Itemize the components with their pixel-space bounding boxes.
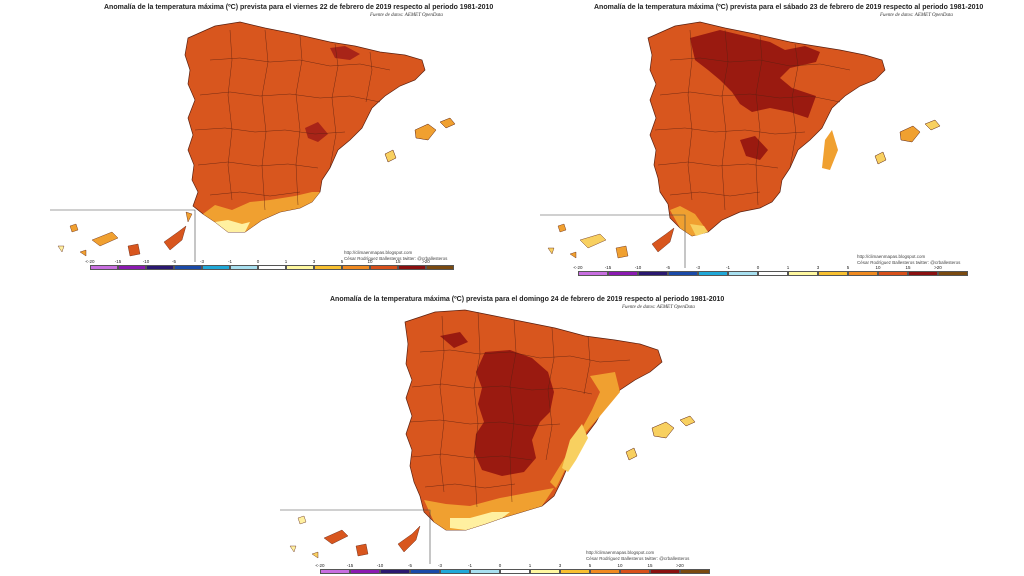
province-borders <box>654 29 851 211</box>
legend-tick: 0 <box>498 563 502 568</box>
legend-tick: >20 <box>676 563 684 568</box>
balearic-islands <box>625 415 696 461</box>
legend-tick: -10 <box>376 563 384 568</box>
legend-ticks: <-20 -15 -10 -5 -3 -1 0 1 3 5 10 15 >20 <box>305 563 695 568</box>
legend-swatch <box>230 265 258 270</box>
legend-swatch <box>314 265 342 270</box>
color-legend <box>320 569 710 574</box>
legend-tick: <-20 <box>573 265 583 270</box>
map-title: Anomalía de la temperatura máxima (ºC) p… <box>594 4 984 11</box>
legend-tick: 1 <box>528 563 532 568</box>
legend-tick: -5 <box>665 265 670 270</box>
legend-swatch <box>370 265 398 270</box>
map-title: Anomalía de la temperatura máxima (ºC) p… <box>330 296 725 303</box>
credit-url: http://climaenmapas.blogspot.com <box>857 254 926 259</box>
legend-swatch <box>174 265 202 270</box>
canary-inset <box>540 214 686 268</box>
legend-tick: -5 <box>407 563 412 568</box>
canary-inset <box>280 509 431 564</box>
north-central-hot <box>690 30 820 118</box>
legend-tick: 0 <box>756 265 760 270</box>
credit-url: http://climaenmapas.blogspot.com <box>586 550 655 555</box>
credit-author: César Rodríguez Ballesteros twitter: @cr… <box>586 556 690 561</box>
data-source: Fuente de datos: AEMET OpenData <box>370 13 443 18</box>
north-hot-patch <box>440 332 468 348</box>
legend-tick: 10 <box>367 259 373 264</box>
legend-swatch <box>146 265 174 270</box>
legend-tick: -15 <box>114 259 122 264</box>
legend-tick: 5 <box>588 563 592 568</box>
legend-swatch <box>202 265 230 270</box>
balearic-islands <box>384 117 456 163</box>
color-legend <box>578 271 968 276</box>
central-hot <box>474 350 554 476</box>
legend-tick: 5 <box>846 265 850 270</box>
data-source: Fuente de datos: AEMET OpenData <box>622 305 695 310</box>
map-panel-sunday: Anomalía de la temperatura máxima (ºC) p… <box>270 292 750 576</box>
province-borders <box>409 311 631 508</box>
legend-tick: -15 <box>346 563 354 568</box>
legend-tick: 15 <box>395 259 401 264</box>
legend-swatch <box>258 265 286 270</box>
legend-tick: -1 <box>227 259 232 264</box>
legend-tick: 3 <box>312 259 316 264</box>
legend-tick: 3 <box>558 563 562 568</box>
legend-tick: >20 <box>422 259 430 264</box>
map-panel-friday: Anomalía de la temperatura máxima (ºC) p… <box>0 0 493 280</box>
map-panel-saturday: Anomalía de la temperatura máxima (ºC) p… <box>520 0 1020 285</box>
legend-swatch <box>426 265 454 270</box>
legend-ticks: <-20 -15 -10 -5 -3 -1 0 1 3 5 10 15 >20 <box>563 265 953 270</box>
legend-tick: 15 <box>905 265 911 270</box>
north-hot-spot <box>330 46 360 60</box>
south-coast-pale <box>450 512 510 530</box>
credit-author: César Rodríguez Ballesteros twitter: @cr… <box>344 256 448 261</box>
legend-tick: 3 <box>816 265 820 270</box>
south-coast-pale <box>690 224 708 236</box>
legend-tick: 15 <box>647 563 653 568</box>
center-hot-patch <box>740 136 768 160</box>
legend-tick: 1 <box>786 265 790 270</box>
legend-tick: -10 <box>634 265 642 270</box>
legend-tick: -3 <box>695 265 700 270</box>
canary-inset <box>50 209 196 262</box>
legend-tick: -15 <box>604 265 612 270</box>
legend-swatch <box>90 265 118 270</box>
peninsula <box>647 21 886 237</box>
spain-map <box>280 309 696 564</box>
legend-tick: 5 <box>340 259 344 264</box>
center-hot-spot <box>305 122 328 142</box>
balearic-islands <box>874 119 941 165</box>
credit-url: http://climaenmapas.blogspot.com <box>344 250 413 255</box>
legend-ticks: <-20 -15 -10 -5 -3 -1 0 1 3 5 10 15 >20 <box>76 259 440 264</box>
legend-tick: >20 <box>934 265 942 270</box>
legend-tick: 10 <box>617 563 623 568</box>
legend-swatch <box>118 265 146 270</box>
legend-tick: 0 <box>256 259 260 264</box>
legend-tick: -10 <box>142 259 150 264</box>
legend-tick: -3 <box>437 563 442 568</box>
legend-tick: <-20 <box>85 259 95 264</box>
legend-tick: <-20 <box>315 563 325 568</box>
legend-swatch <box>342 265 370 270</box>
south-coast-pale <box>215 220 250 232</box>
credit-author: César Rodríguez Ballesteros twitter: @cr… <box>857 260 961 265</box>
legend-swatch <box>398 265 426 270</box>
legend-swatch <box>286 265 314 270</box>
legend-tick: -3 <box>199 259 204 264</box>
province-borders <box>194 29 391 211</box>
legend-tick: -1 <box>725 265 730 270</box>
data-source: Fuente de datos: AEMET OpenData <box>880 13 953 18</box>
spain-map <box>540 21 941 268</box>
color-legend <box>90 265 454 270</box>
east-coast-warm <box>822 130 838 170</box>
legend-tick: 1 <box>284 259 288 264</box>
spain-map <box>50 21 456 262</box>
legend-tick: -1 <box>467 563 472 568</box>
legend-tick: 10 <box>875 265 881 270</box>
map-title: Anomalía de la temperatura máxima (ºC) p… <box>104 4 494 11</box>
legend-tick: -5 <box>171 259 176 264</box>
east-coast-pale <box>562 424 588 472</box>
